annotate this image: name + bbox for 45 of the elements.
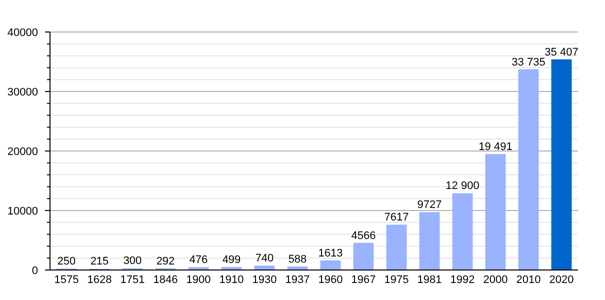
data-label: 588: [288, 254, 307, 266]
x-tick-label: 1960: [318, 274, 343, 286]
data-label: 250: [57, 256, 76, 268]
x-tick-label: 1910: [219, 274, 244, 286]
data-label: 33 735: [512, 56, 546, 68]
x-tick-label: 2020: [549, 274, 574, 286]
x-tick-label: 1628: [87, 274, 112, 286]
y-tick-label: 10000: [7, 205, 38, 218]
x-tick-label: 1967: [351, 274, 376, 286]
bar: [452, 193, 473, 270]
data-label: 7617: [384, 212, 409, 224]
x-tick-label: 2000: [483, 274, 508, 286]
data-label: 12 900: [446, 180, 480, 192]
x-tick-label: 2010: [516, 274, 541, 286]
bar: [419, 212, 440, 270]
y-tick-label: 0: [32, 264, 38, 277]
data-label: 740: [255, 252, 274, 265]
data-label: 9727: [417, 199, 442, 212]
y-tick-label: 20000: [7, 146, 38, 158]
x-tick-label: 1992: [450, 274, 475, 286]
x-tick-label: 1937: [285, 274, 310, 286]
data-label: 499: [222, 254, 241, 266]
bar: [386, 224, 407, 270]
x-tick-label: 1575: [54, 274, 79, 286]
data-label: 292: [156, 255, 175, 268]
data-label: 19 491: [478, 141, 512, 154]
bar: [518, 69, 539, 270]
data-label: 300: [123, 255, 142, 268]
x-tick-label: 1751: [120, 274, 145, 286]
x-tick-label: 1930: [252, 274, 277, 286]
x-tick-label: 1975: [384, 274, 409, 286]
x-tick-label: 1846: [153, 274, 178, 286]
data-label: 1613: [318, 247, 343, 260]
data-label: 4566: [351, 230, 376, 242]
bar: [353, 242, 374, 270]
bar: [551, 59, 572, 270]
x-tick-label: 1981: [417, 274, 442, 286]
y-tick-label: 30000: [7, 86, 38, 98]
data-label: 35 407: [544, 46, 578, 58]
bar: [485, 154, 506, 270]
bar: [320, 260, 341, 270]
data-label: 215: [90, 256, 109, 268]
data-label: 476: [189, 254, 208, 266]
y-tick-label: 40000: [7, 26, 38, 39]
x-tick-label: 1900: [186, 274, 211, 286]
